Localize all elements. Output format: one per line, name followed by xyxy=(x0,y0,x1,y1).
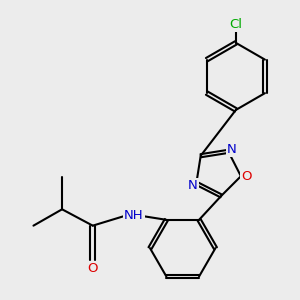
Text: NH: NH xyxy=(124,209,143,222)
Text: O: O xyxy=(242,170,252,183)
Text: N: N xyxy=(227,143,237,156)
Text: N: N xyxy=(188,179,197,192)
Text: O: O xyxy=(88,262,98,275)
Text: Cl: Cl xyxy=(230,17,242,31)
